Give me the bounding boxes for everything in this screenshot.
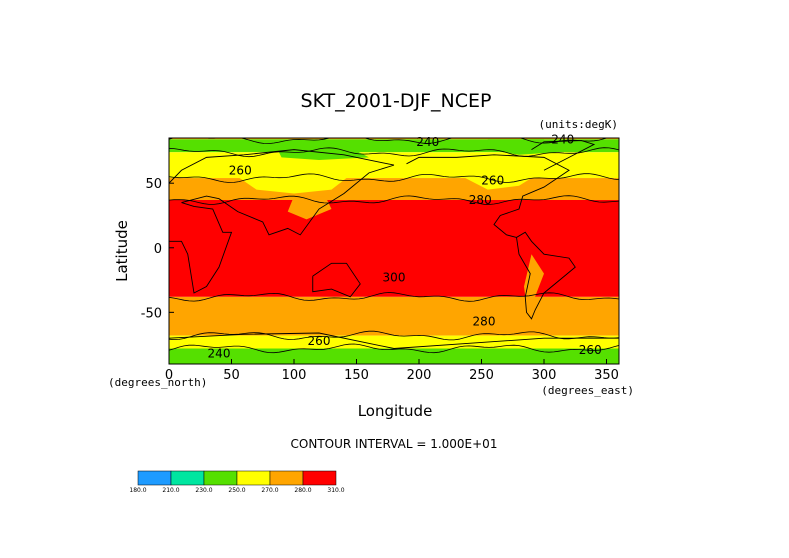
contour-label-7: 260 xyxy=(308,334,331,348)
y-tick-label-2: -50 xyxy=(141,306,162,321)
temperature-band-7 xyxy=(169,348,619,364)
x-tick-label-2: 100 xyxy=(282,368,307,383)
colorbar-label-6: 310.0 xyxy=(327,487,344,494)
land-shade-5 xyxy=(524,254,544,315)
contour-interval-text: CONTOUR INTERVAL = 1.000E+01 xyxy=(291,437,498,451)
colorbar-swatch-1 xyxy=(170,470,205,486)
x-tick-label-0: 0 xyxy=(165,368,173,383)
x-tick-label-7: 350 xyxy=(594,368,619,383)
y-unit-label: (degrees_north) xyxy=(108,376,207,389)
temperature-band-0 xyxy=(169,138,619,140)
contour-label-8: 240 xyxy=(208,347,231,361)
colorbar: 180.0 210.0 230.0 250.0 270.0 280.0 310.0 xyxy=(129,470,345,494)
coastline-0 xyxy=(169,149,395,184)
temperature-band-5 xyxy=(169,296,619,336)
coastline-2 xyxy=(169,202,233,294)
x-tick-label-4: 200 xyxy=(407,368,432,383)
coastline-1 xyxy=(181,164,395,236)
contour-label-0: 240 xyxy=(416,135,439,149)
chart-title: SKT_2001-DJF_NCEP xyxy=(301,90,492,112)
colorbar-swatch-0 xyxy=(137,470,172,486)
colorbar-label-1: 210.0 xyxy=(162,487,179,494)
colorbar-label-3: 250.0 xyxy=(228,487,245,494)
coastline-7 xyxy=(169,332,619,349)
y-tick-label-1: 0 xyxy=(154,242,162,257)
x-unit-label: (degrees_east) xyxy=(541,384,634,397)
colorbar-label-5: 280.0 xyxy=(294,487,311,494)
contour-line-5 xyxy=(169,330,619,341)
y-tick-label-0: 50 xyxy=(145,177,162,192)
contour-label-2: 260 xyxy=(229,163,252,177)
plot-area xyxy=(169,138,619,364)
colorbar-label-0: 180.0 xyxy=(129,487,146,494)
x-tick-label-6: 300 xyxy=(532,368,557,383)
colorbar-label-2: 230.0 xyxy=(195,487,212,494)
land-shade-0 xyxy=(237,154,357,194)
y-axis-label: Latitude xyxy=(113,220,131,282)
colorbar-swatch-3 xyxy=(236,470,271,486)
contour-label-5: 300 xyxy=(383,270,406,284)
coastline-3 xyxy=(312,262,361,298)
x-axis-label: Longitude xyxy=(358,402,433,420)
colorbar-swatch-2 xyxy=(203,470,238,486)
colorbar-swatch-4 xyxy=(269,470,304,486)
x-tick-label-3: 150 xyxy=(344,368,369,383)
x-tick-label-1: 50 xyxy=(223,368,240,383)
contour-line-6 xyxy=(169,343,619,354)
colorbar-swatch-5 xyxy=(302,470,337,486)
contour-label-4: 280 xyxy=(469,193,492,207)
contour-line-0 xyxy=(169,138,609,145)
contour-line-3 xyxy=(169,195,619,205)
contour-label-9: 260 xyxy=(579,343,602,357)
coastline-4 xyxy=(406,154,570,238)
y-axis: 50 0 -50 xyxy=(141,177,174,321)
contour-label-1: 240 xyxy=(551,132,574,146)
contour-line-2 xyxy=(169,173,619,183)
contour-label-6: 280 xyxy=(473,314,496,328)
x-tick-label-5: 250 xyxy=(469,368,494,383)
land-shade-4 xyxy=(287,196,332,220)
temperature-band-6 xyxy=(169,335,619,349)
plot-frame xyxy=(168,137,620,365)
temperature-band-4 xyxy=(169,199,619,297)
units-label: (units:degK) xyxy=(539,118,618,131)
x-axis: 0 50 100 150 200 250 300 350 xyxy=(165,359,619,383)
contour-line-1 xyxy=(169,147,619,158)
contour-label-3: 260 xyxy=(481,174,504,188)
contour-line-4 xyxy=(169,292,619,302)
coastline-layer xyxy=(169,140,619,349)
contour-lines xyxy=(169,138,619,354)
colorbar-label-4: 270.0 xyxy=(261,487,278,494)
land-shade-2 xyxy=(462,154,544,190)
